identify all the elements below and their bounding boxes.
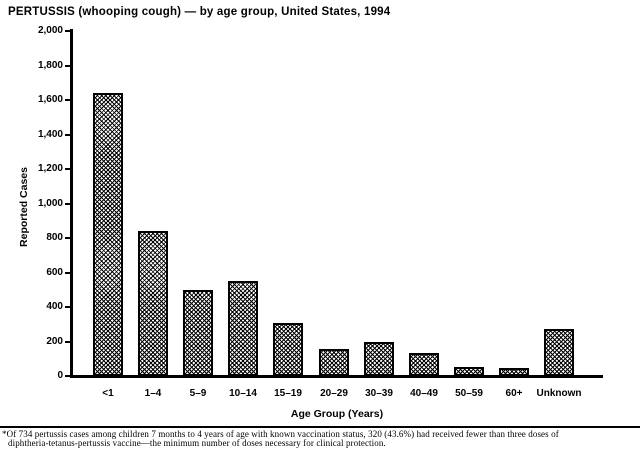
y-tick-label-1400: 1,400 [37, 129, 63, 140]
x-label-1-4: 1–4 [144, 388, 162, 399]
y-tick-label-600: 600 [46, 267, 63, 278]
footnote-line-1: *Of 734 pertussis cases among children 7… [2, 429, 559, 439]
bar-60+ [499, 368, 529, 376]
x-axis-title: Age Group (Years) [290, 408, 384, 420]
y-tick-1400 [65, 134, 71, 136]
y-tick-label-0: 0 [57, 370, 63, 381]
y-axis-line [70, 29, 73, 378]
chart-title: PERTUSSIS (whooping cough) — by age grou… [8, 6, 391, 18]
x-label-60+: 60+ [505, 388, 523, 399]
y-tick-label-200: 200 [46, 336, 63, 347]
y-tick-1800 [65, 65, 71, 67]
y-tick-800 [65, 237, 71, 239]
y-tick-600 [65, 272, 71, 274]
x-label-10-14: 10–14 [229, 388, 257, 399]
y-tick-0 [65, 375, 71, 377]
y-tick-label-1800: 1,800 [37, 60, 63, 71]
bar-5-9 [183, 290, 213, 376]
footnote-line-2: diphtheria-tetanus-pertussis vaccine—the… [8, 438, 386, 448]
y-tick-1600 [65, 99, 71, 101]
y-tick-200 [65, 341, 71, 343]
y-tick-label-1200: 1,200 [37, 163, 63, 174]
x-axis-line [70, 375, 603, 378]
y-tick-label-1000: 1,000 [37, 198, 63, 209]
x-label-unknown: Unknown [536, 388, 582, 399]
bar-unknown [544, 329, 574, 376]
bar-40-49 [409, 353, 439, 376]
y-tick-2000 [65, 30, 71, 32]
y-tick-400 [65, 306, 71, 308]
y-tick-label-400: 400 [46, 301, 63, 312]
bar-30-39 [364, 342, 394, 376]
bar-15-19 [273, 323, 303, 376]
y-tick-label-800: 800 [46, 232, 63, 243]
bar-<1 [93, 93, 123, 376]
bar-20-29 [319, 349, 349, 376]
x-label-20-29: 20–29 [320, 388, 348, 399]
bar-10-14 [228, 281, 258, 376]
x-label-50-59: 50–59 [455, 388, 483, 399]
x-label-40-49: 40–49 [410, 388, 438, 399]
x-label-30-39: 30–39 [365, 388, 393, 399]
x-label-15-19: 15–19 [274, 388, 302, 399]
bar-1-4 [138, 231, 168, 376]
y-tick-label-2000: 2,000 [37, 25, 63, 36]
x-label-<1: <1 [102, 388, 114, 399]
bar-50-59 [454, 367, 484, 376]
footnote-divider [0, 426, 640, 428]
y-tick-label-1600: 1,600 [37, 94, 63, 105]
y-tick-1000 [65, 203, 71, 205]
x-label-5-9: 5–9 [189, 388, 207, 399]
y-tick-1200 [65, 168, 71, 170]
